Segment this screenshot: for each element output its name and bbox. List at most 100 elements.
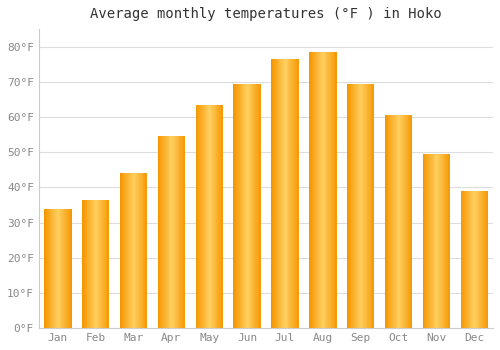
Bar — [96, 200, 98, 328]
Bar — [64, 209, 65, 328]
Bar — [442, 154, 443, 328]
Bar — [89, 200, 90, 328]
Bar — [222, 105, 223, 328]
Bar — [474, 191, 475, 328]
Bar — [360, 84, 361, 328]
Bar — [256, 84, 257, 328]
Bar — [354, 84, 356, 328]
Bar — [438, 154, 439, 328]
Bar — [175, 136, 176, 328]
Bar — [286, 59, 288, 328]
Bar — [314, 52, 316, 328]
Bar — [477, 191, 478, 328]
Bar — [212, 105, 213, 328]
Bar — [311, 52, 312, 328]
Bar — [446, 154, 448, 328]
Bar — [282, 59, 283, 328]
Bar — [164, 136, 165, 328]
Bar — [350, 84, 352, 328]
Bar — [84, 200, 86, 328]
Bar — [139, 173, 140, 328]
Bar — [466, 191, 467, 328]
Bar — [312, 52, 313, 328]
Bar — [173, 136, 174, 328]
Bar — [221, 105, 222, 328]
Bar — [370, 84, 372, 328]
Bar — [91, 200, 92, 328]
Bar — [280, 59, 281, 328]
Bar — [366, 84, 367, 328]
Bar — [136, 173, 138, 328]
Bar — [94, 200, 96, 328]
Bar — [386, 115, 387, 328]
Bar — [204, 105, 206, 328]
Bar — [140, 173, 142, 328]
Bar — [320, 52, 321, 328]
Bar — [120, 173, 122, 328]
Bar — [146, 173, 148, 328]
Bar — [198, 105, 200, 328]
Bar — [385, 115, 386, 328]
Bar — [162, 136, 164, 328]
Bar — [62, 209, 64, 328]
Bar — [196, 105, 198, 328]
Bar — [442, 154, 444, 328]
Bar — [211, 105, 212, 328]
Bar — [332, 52, 333, 328]
Bar — [158, 136, 159, 328]
Bar — [291, 59, 292, 328]
Bar — [254, 84, 256, 328]
Bar — [473, 191, 474, 328]
Bar — [365, 84, 366, 328]
Bar — [90, 200, 91, 328]
Bar — [63, 209, 64, 328]
Bar — [328, 52, 330, 328]
Bar — [102, 200, 103, 328]
Bar — [219, 105, 220, 328]
Bar — [258, 84, 259, 328]
Bar — [239, 84, 240, 328]
Bar — [202, 105, 203, 328]
Bar — [326, 52, 328, 328]
Bar — [236, 84, 237, 328]
Bar — [296, 59, 297, 328]
Bar — [463, 191, 464, 328]
Bar — [467, 191, 468, 328]
Bar — [252, 84, 254, 328]
Bar — [246, 84, 247, 328]
Bar — [330, 52, 331, 328]
Bar — [358, 84, 359, 328]
Bar — [129, 173, 130, 328]
Bar — [293, 59, 294, 328]
Bar — [66, 209, 67, 328]
Bar — [134, 173, 136, 328]
Bar — [235, 84, 236, 328]
Bar — [142, 173, 144, 328]
Bar — [99, 200, 100, 328]
Bar — [83, 200, 84, 328]
Bar — [324, 52, 326, 328]
Bar — [70, 209, 72, 328]
Bar — [322, 52, 323, 328]
Bar — [437, 154, 438, 328]
Bar — [434, 154, 436, 328]
Bar — [55, 209, 56, 328]
Bar — [250, 84, 252, 328]
Bar — [447, 154, 448, 328]
Bar — [356, 84, 357, 328]
Bar — [209, 105, 210, 328]
Bar — [100, 200, 101, 328]
Bar — [436, 154, 438, 328]
Bar — [67, 209, 68, 328]
Bar — [165, 136, 166, 328]
Bar — [257, 84, 258, 328]
Bar — [444, 154, 446, 328]
Bar — [352, 84, 354, 328]
Bar — [56, 209, 57, 328]
Bar — [288, 59, 290, 328]
Bar — [137, 173, 138, 328]
Bar — [260, 84, 261, 328]
Bar — [276, 59, 277, 328]
Bar — [138, 173, 139, 328]
Bar — [201, 105, 202, 328]
